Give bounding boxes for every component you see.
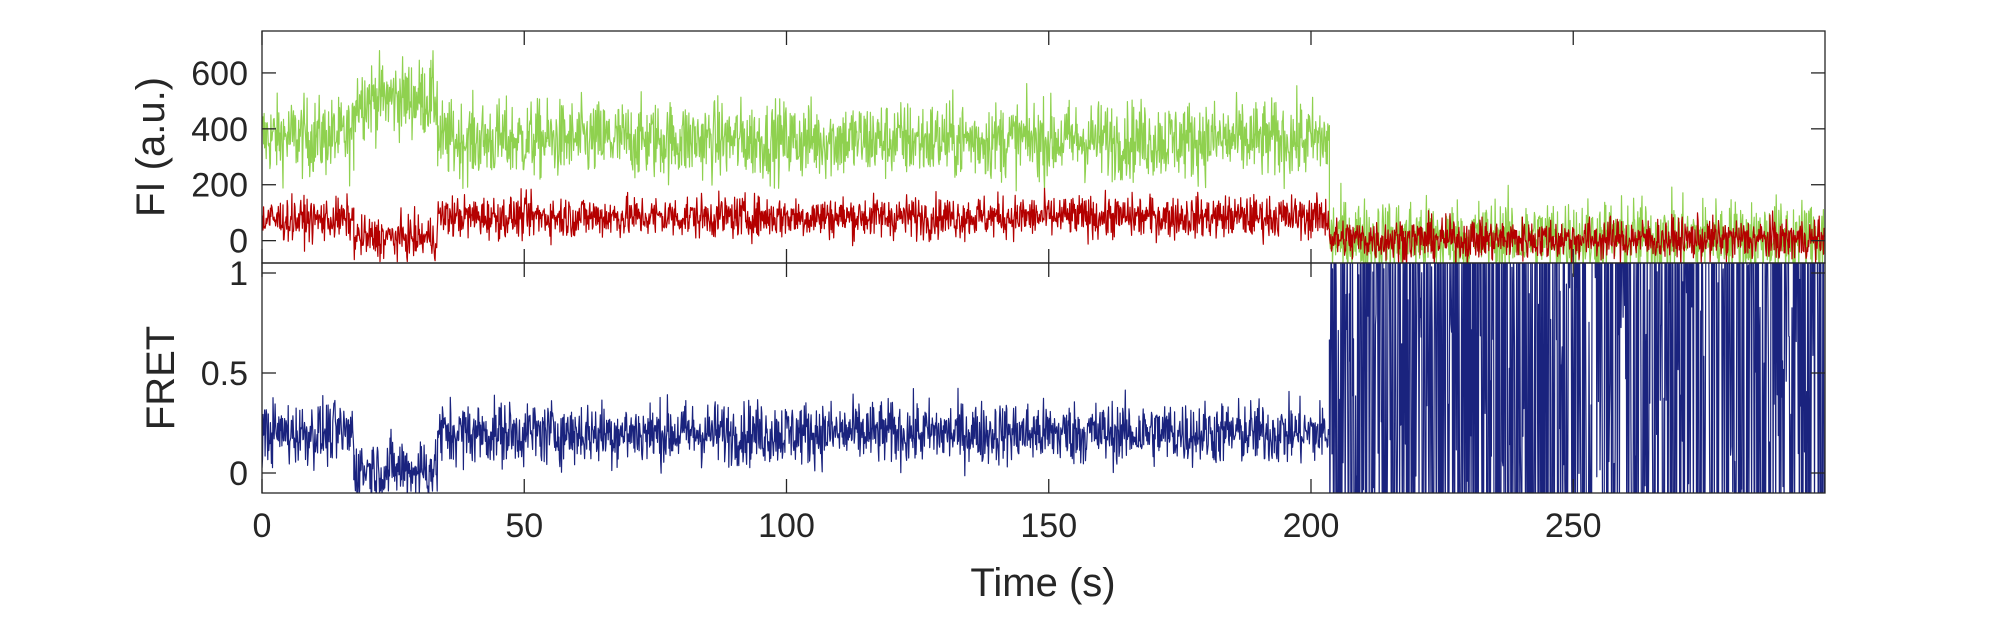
x-tick-label: 250	[1545, 507, 1602, 545]
fluorescence-panel: 0 200 400 600 FI (a.u.)	[129, 30, 1826, 264]
series-line-1-0	[262, 263, 1825, 493]
y-tick-label: 0	[229, 223, 248, 261]
x-tick-label: 0	[253, 507, 272, 545]
y-tick-label: 1	[229, 255, 248, 293]
y-tick-label: 200	[191, 167, 248, 205]
fluorescence-y-axis-label: FI (a.u.)	[129, 77, 173, 217]
x-tick-label: 50	[505, 507, 543, 545]
time-x-ticks: 0 50 100 150 200 250	[253, 507, 1602, 545]
fluorescence-traces	[262, 50, 1825, 263]
fret-axes-frame	[261, 262, 1826, 494]
fret-panel: 00.51 0 50 100 150 200 250 FRET Time (s)	[139, 255, 1826, 605]
x-tick-label: 150	[1020, 507, 1077, 545]
series-line-0-0	[262, 50, 1825, 263]
x-tick-label: 100	[758, 507, 815, 545]
y-tick-label: 0.5	[201, 355, 248, 393]
y-tick-label: 0	[229, 455, 248, 493]
series-line-0-1	[262, 187, 1825, 263]
y-tick-label: 600	[191, 55, 248, 93]
fluorescence-y-ticks: 0 200 400 600	[191, 55, 1825, 261]
y-tick-label: 400	[191, 111, 248, 149]
x-tick-label: 200	[1283, 507, 1340, 545]
fret-y-axis-label: FRET	[139, 326, 183, 430]
time-x-axis-label: Time (s)	[970, 561, 1115, 605]
fret-y-ticks: 00.51	[201, 255, 1825, 493]
fret-traces	[262, 263, 1825, 493]
